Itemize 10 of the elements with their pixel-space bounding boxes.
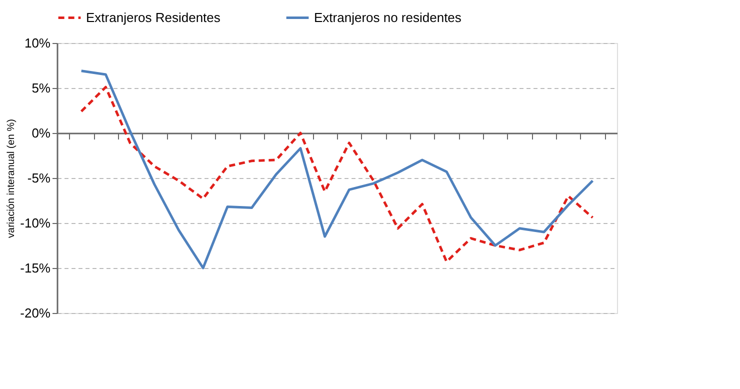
legend-label: Extranjeros no residentes bbox=[314, 10, 462, 25]
y-axis-title: variación interanual (en %) bbox=[6, 119, 18, 238]
y-tick-label: -15% bbox=[20, 260, 51, 276]
legend-label: Extranjeros Residentes bbox=[86, 10, 221, 25]
y-tick-label: -20% bbox=[20, 306, 51, 320]
y-tick-label: 5% bbox=[32, 80, 51, 96]
y-tick-label: -10% bbox=[20, 216, 51, 230]
y-tick-label: 10% bbox=[24, 36, 51, 50]
y-tick-label: -5% bbox=[27, 170, 51, 186]
y-tick-label: 0% bbox=[32, 126, 51, 140]
